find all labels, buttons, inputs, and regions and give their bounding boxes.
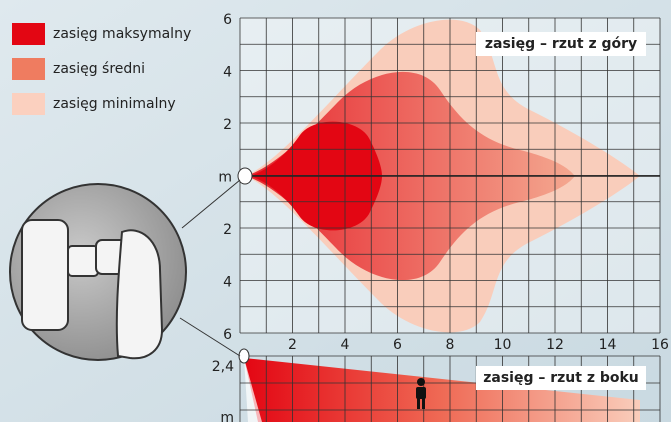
title-bg [476,366,646,390]
y-label: 2 [223,222,232,238]
x-label: 8 [446,337,455,353]
y-label: 2 [223,117,232,133]
y-label: 4 [223,275,232,291]
sensor-device [21,219,164,360]
x-label: 12 [546,337,564,353]
y-label: 6 [223,327,232,343]
title-bg [476,32,646,56]
x-label: 4 [341,337,350,353]
x-label: 14 [599,337,617,353]
y-label: 6 [223,12,232,28]
callout-line [179,317,241,357]
x-label: 10 [494,337,512,353]
y-label: m [218,170,232,186]
x-label: 2 [288,337,297,353]
grid [239,17,661,422]
legend-swatch [12,58,45,80]
side-range-edge [244,358,262,422]
sensor-side [238,348,250,364]
side-range [244,358,640,422]
callout-line [181,179,241,229]
legend-label: zasięg średni [53,61,145,77]
legend-label: zasięg minimalny [53,96,176,112]
side-view-title: zasięg – rzut z boku [483,370,639,386]
y-label: 4 [223,65,232,81]
y-label: m [220,410,234,422]
top-view-title: zasięg – rzut z góry [485,36,637,52]
legend-swatch [12,93,45,115]
legend-label: zasięg maksymalny [53,26,191,42]
legend-swatch [12,23,45,45]
x-label: 16 [651,337,669,353]
sensor-top [237,167,253,185]
x-label: 6 [393,337,402,353]
person-icon [416,378,426,409]
y-label: 2,4 [212,359,234,375]
